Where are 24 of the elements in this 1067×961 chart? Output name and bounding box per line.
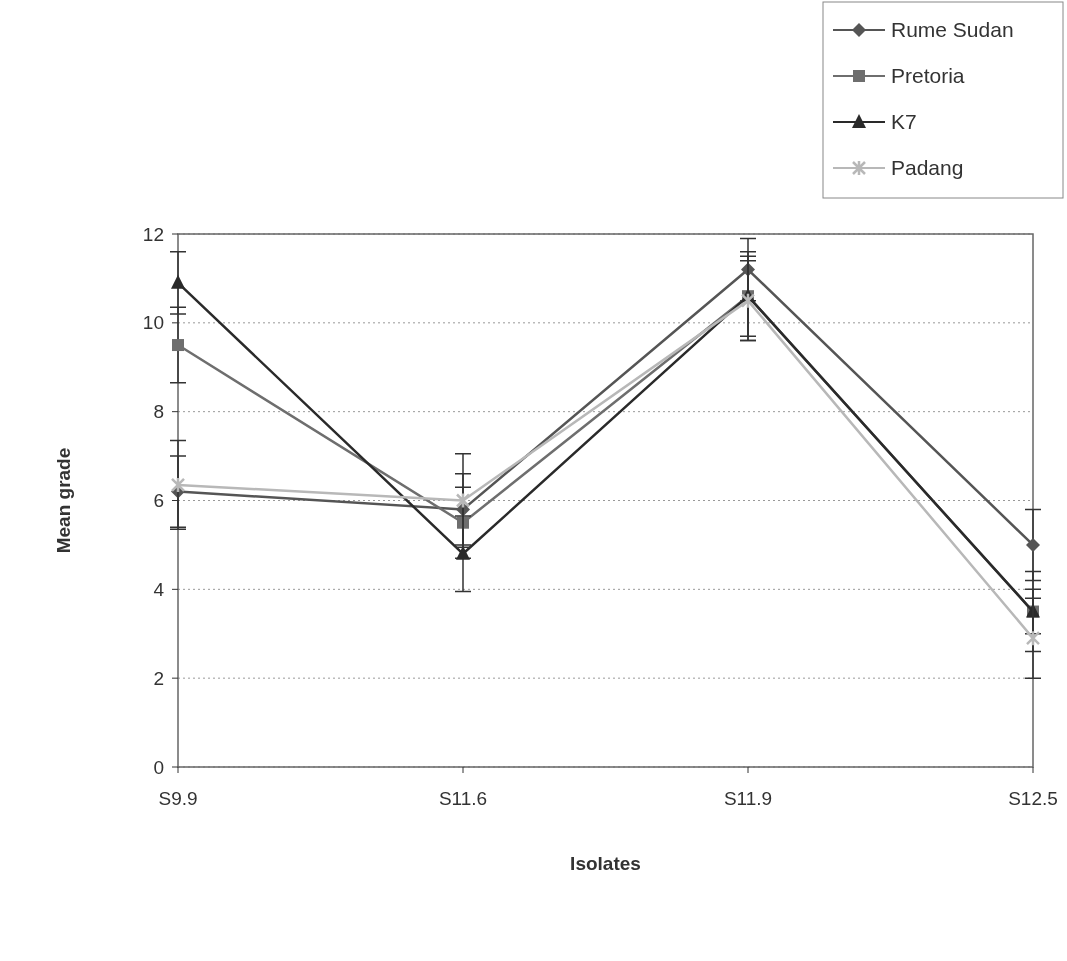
y-tick-label: 4 <box>153 578 165 600</box>
point <box>171 274 185 289</box>
legend-label: K7 <box>891 110 917 134</box>
x-tick-label: S11.9 <box>723 788 773 809</box>
y-tick-label: 2 <box>153 667 164 689</box>
y-tick-label: 6 <box>153 490 164 512</box>
x-axis-title: Isolates <box>570 853 641 874</box>
point <box>1025 629 1041 647</box>
point <box>455 492 471 509</box>
point <box>170 476 186 494</box>
y-tick-label: 8 <box>153 401 164 423</box>
point <box>740 292 756 309</box>
y-axis-title: Mean grade <box>53 447 74 554</box>
legend-label: Pretoria <box>891 64 965 88</box>
x-tick-label: S11.6 <box>438 788 488 809</box>
x-tick-label: S12.5 <box>1008 788 1058 809</box>
y-tick-label: 10 <box>142 312 164 334</box>
point <box>1026 537 1040 552</box>
legend-label: Rume Sudan <box>891 18 1014 42</box>
point <box>172 339 184 352</box>
x-tick-label: S9.9 <box>158 788 198 809</box>
legend-label: Padang <box>891 156 964 180</box>
y-tick-label: 0 <box>153 756 164 778</box>
y-tick-label: 12 <box>142 223 164 245</box>
